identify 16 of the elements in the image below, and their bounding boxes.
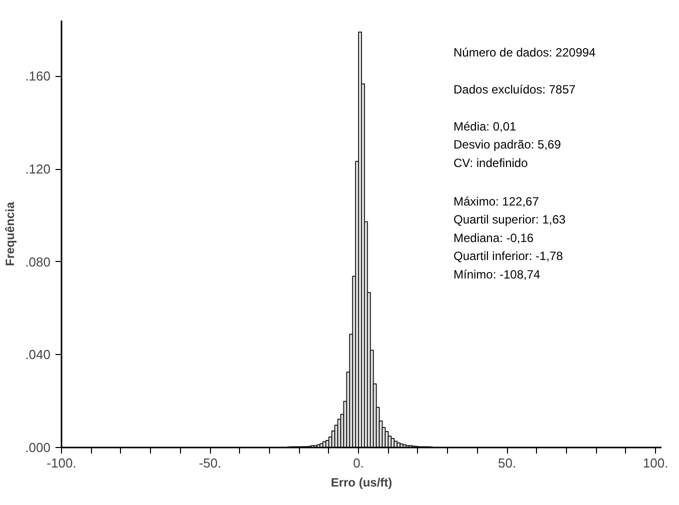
annotation: Máximo: 122,67 Quartil superior: 1,63 Mediana: -0,16 Quartil inferior: -1,78 Mínimo: -108,74 bbox=[454, 194, 566, 282]
annotation: Dados excluídos: 7857 bbox=[454, 82, 576, 96]
x-axis-title: Erro (us/ft) bbox=[330, 476, 392, 490]
y-tick-label: .000 bbox=[25, 440, 51, 455]
y-tick-label: .160 bbox=[25, 68, 51, 84]
y-tick-label: .040 bbox=[25, 347, 51, 362]
y-axis-title: Frequência bbox=[3, 202, 18, 266]
x-tick-label: 100. bbox=[642, 456, 668, 470]
annotation: Média: 0,01 Desvio padrão: 5,69 CV: indefinido bbox=[454, 120, 562, 170]
x-tick-label: -100. bbox=[46, 456, 76, 470]
x-tick-label: -50. bbox=[198, 456, 222, 470]
y-tick-label: .080 bbox=[25, 254, 51, 270]
x-tick-label: 50. bbox=[498, 456, 516, 470]
x-tick-label: 0. bbox=[353, 456, 364, 470]
y-tick-label: .120 bbox=[25, 162, 51, 177]
annotation: Número de dados: 220994 bbox=[454, 46, 596, 60]
